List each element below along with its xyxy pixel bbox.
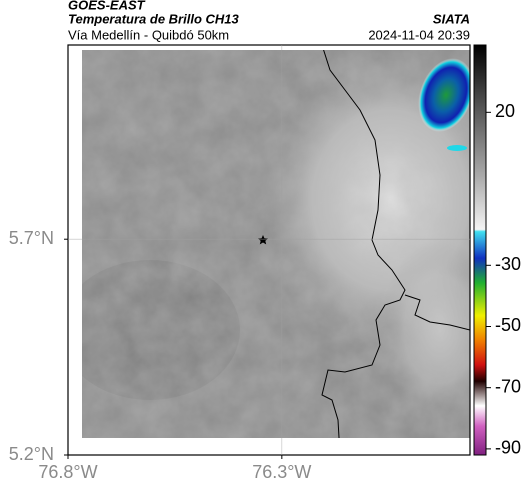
colorbar-tick-label: -30 — [495, 254, 521, 274]
subtitle: Temperatura de Brillo CH13 — [68, 11, 240, 26]
colorbar-tick-label: -90 — [495, 438, 521, 458]
y-tick-label: 5.2°N — [9, 444, 54, 464]
map-frame — [67, 44, 471, 456]
satellite-image — [82, 50, 470, 438]
title: GOES-EAST — [68, 0, 146, 12]
location-marker — [257, 235, 268, 245]
x-tick-label: 76.3°W — [252, 462, 311, 482]
colorbar-tick-label: 20 — [495, 101, 515, 121]
datetime: 2024-11-04 20:39 — [368, 27, 470, 42]
source: SIATA — [433, 11, 470, 26]
colorbar — [473, 44, 487, 456]
x-tick-label: 76.8°W — [38, 462, 97, 482]
route: Vía Medellín - Quibdó 50km — [68, 27, 229, 42]
colorbar-tick-label: -70 — [495, 376, 521, 396]
borders — [321, 50, 470, 438]
y-tick-label: 5.7°N — [9, 228, 54, 248]
colorbar-tick-label: -50 — [495, 315, 521, 335]
